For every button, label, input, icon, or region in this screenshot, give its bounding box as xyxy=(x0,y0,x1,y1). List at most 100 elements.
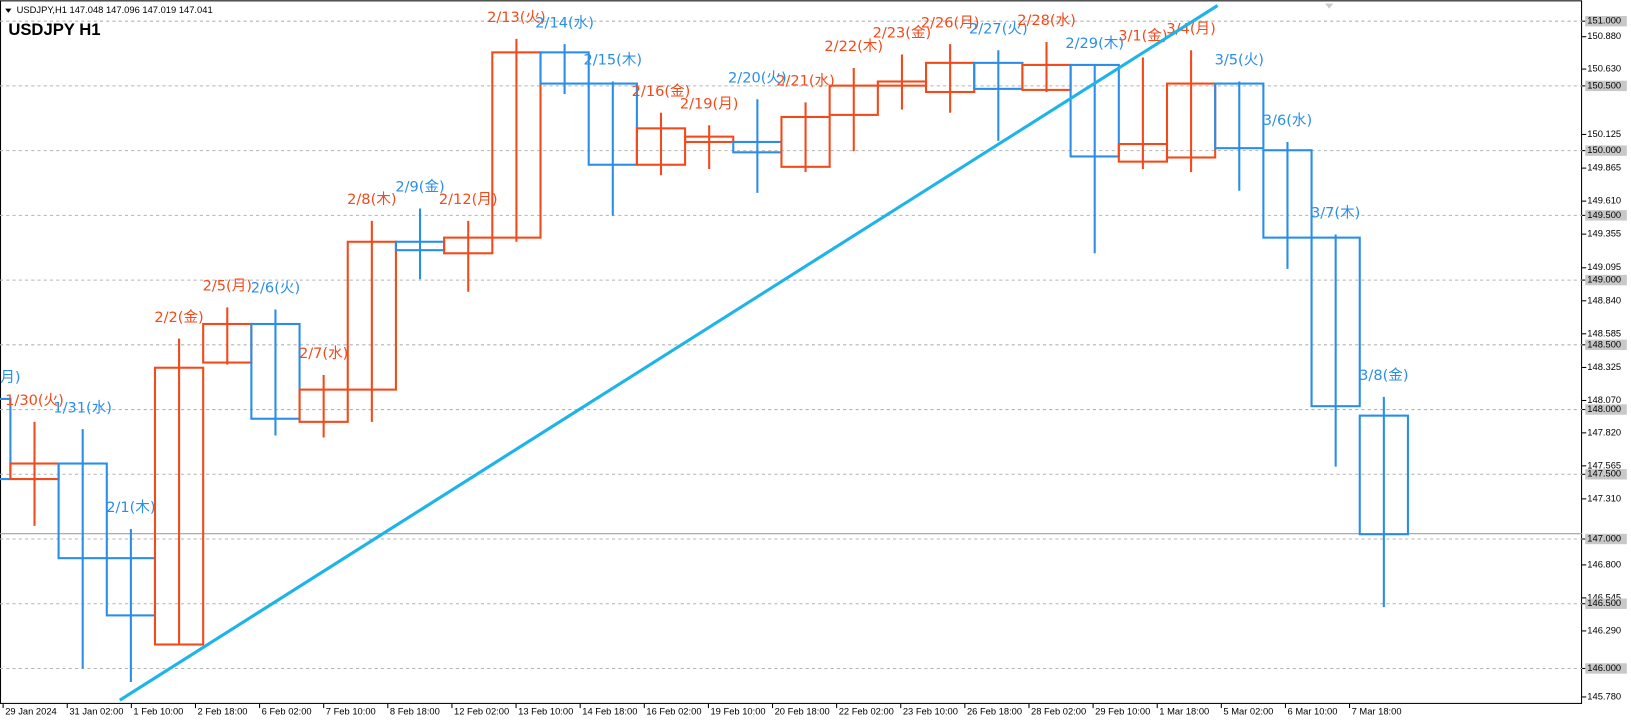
day-label: 2/7(水) xyxy=(299,345,348,362)
y-tick-box xyxy=(1585,145,1627,156)
y-tick-label: 147.565 xyxy=(1587,460,1621,470)
day-label: 2/2(金) xyxy=(154,309,203,326)
day-label: 2/26(月) xyxy=(921,14,980,31)
y-tick-box xyxy=(1585,15,1627,27)
y-tick-label: 148.500 xyxy=(1587,339,1621,349)
day-label: 3/4(月) xyxy=(1166,20,1215,37)
trendline xyxy=(118,4,1219,702)
x-tick-label: 26 Feb 18:00 xyxy=(967,707,1022,717)
x-tick-label: 29 Feb 10:00 xyxy=(1095,707,1150,717)
day-label: 2/15(木) xyxy=(583,52,642,69)
y-tick-label: 150.630 xyxy=(1587,64,1621,74)
day-label: 2/28(水) xyxy=(1017,12,1076,29)
y-tick-box xyxy=(1585,663,1627,674)
day-label: 2/29(木) xyxy=(1065,35,1124,52)
x-tick-label: 6 Feb 02:00 xyxy=(262,707,312,717)
x-tick-label: 16 Feb 02:00 xyxy=(646,707,701,717)
x-tick-label: 7 Mar 18:00 xyxy=(1352,707,1402,717)
day-label: 2/1(木) xyxy=(106,499,155,516)
y-tick-label: 146.000 xyxy=(1587,663,1621,673)
day-box xyxy=(153,366,205,646)
day-box xyxy=(0,397,12,481)
y-tick-box xyxy=(1585,404,1627,415)
y-tick-box xyxy=(1585,469,1627,480)
y-tick-label: 150.125 xyxy=(1587,129,1621,139)
day-box xyxy=(828,84,879,116)
day-label: 3/6(水) xyxy=(1263,112,1312,129)
y-tick-label: 147.310 xyxy=(1587,493,1621,503)
day-label: 1/31(水) xyxy=(53,399,112,416)
y-tick-label: 151.000 xyxy=(1587,16,1621,26)
day-label: 2/22(木) xyxy=(824,38,883,55)
day-box xyxy=(1358,414,1409,536)
x-tick-label: 12 Feb 02:00 xyxy=(454,707,509,717)
y-tick-label: 148.070 xyxy=(1587,395,1621,405)
y-tick-label: 148.000 xyxy=(1587,404,1621,414)
day-label: 2/19(月) xyxy=(680,95,739,112)
plot-frame xyxy=(0,0,1583,704)
day-box xyxy=(635,127,687,166)
day-label: 2/12(月) xyxy=(439,191,498,208)
y-tick-label: 146.800 xyxy=(1587,559,1621,569)
chart-title: USDJPY H1 xyxy=(8,20,100,39)
y-tick-box xyxy=(1585,210,1627,221)
day-label: 2/16(金) xyxy=(632,83,691,100)
y-tick-label: 148.840 xyxy=(1587,295,1621,305)
day-box xyxy=(684,135,735,143)
y-tick-label: 149.500 xyxy=(1587,210,1621,220)
y-tick-label: 146.290 xyxy=(1587,625,1621,635)
day-box xyxy=(539,51,590,85)
y-tick-box xyxy=(1585,598,1627,609)
x-tick-label: 14 Feb 18:00 xyxy=(582,707,637,717)
y-tick-label: 148.325 xyxy=(1587,362,1621,372)
day-box xyxy=(250,322,301,420)
day-label: 3/1(金) xyxy=(1118,28,1167,45)
y-tick-box xyxy=(1585,533,1627,545)
day-label: 月) xyxy=(0,369,20,386)
day-label: 2/27(火) xyxy=(969,20,1028,37)
header: USDJPY,H1 147.048 147.096 147.019 147.04… xyxy=(17,5,213,15)
y-tick-label: 149.000 xyxy=(1587,275,1621,285)
day-label: 2/6(火) xyxy=(251,280,300,297)
day-label: 2/8(木) xyxy=(347,191,396,208)
y-tick-label: 146.545 xyxy=(1587,592,1621,602)
day-box xyxy=(298,388,349,423)
x-tick-label: 6 Mar 10:00 xyxy=(1288,707,1338,717)
header-arrow xyxy=(5,8,12,13)
day-box xyxy=(1310,236,1361,408)
y-tick-label: 149.610 xyxy=(1587,196,1621,206)
x-tick-label: 31 Jan 02:00 xyxy=(69,707,123,717)
x-tick-label: 13 Feb 10:00 xyxy=(518,707,573,717)
y-tick-label: 148.585 xyxy=(1587,328,1621,338)
day-box xyxy=(57,462,108,560)
day-box xyxy=(443,236,494,255)
day-label: 3/5(火) xyxy=(1215,52,1264,69)
x-tick-label: 29 Jan 2024 xyxy=(5,707,57,717)
day-label: 1/30(火) xyxy=(5,392,64,409)
y-tick-box xyxy=(1585,339,1627,351)
x-tick-label: 19 Feb 10:00 xyxy=(710,707,765,717)
day-label: 2/9(金) xyxy=(395,179,444,196)
x-tick-label: 5 Mar 02:00 xyxy=(1223,707,1273,717)
day-label: 3/8(金) xyxy=(1359,367,1408,384)
x-tick-label: 1 Mar 18:00 xyxy=(1159,707,1209,717)
x-tick-label: 2 Feb 18:00 xyxy=(198,707,248,717)
x-tick-label: 1 Feb 10:00 xyxy=(133,707,183,717)
day-box xyxy=(1214,82,1265,150)
y-tick-label: 145.780 xyxy=(1587,691,1621,701)
x-tick-label: 28 Feb 02:00 xyxy=(1031,707,1086,717)
y-tick-box xyxy=(1585,80,1627,92)
y-tick-label: 147.500 xyxy=(1587,469,1621,479)
day-box xyxy=(587,82,638,166)
y-tick-box xyxy=(1585,274,1627,286)
x-tick-label: 23 Feb 10:00 xyxy=(903,707,958,717)
y-tick-label: 149.355 xyxy=(1587,229,1621,239)
day-label: 2/13(火) xyxy=(487,9,546,26)
day-box xyxy=(491,51,542,239)
x-tick-label: 8 Feb 18:00 xyxy=(390,707,440,717)
day-label: 2/20(火) xyxy=(728,69,787,86)
scroll-marker xyxy=(1324,3,1334,9)
day-box xyxy=(1262,149,1313,239)
